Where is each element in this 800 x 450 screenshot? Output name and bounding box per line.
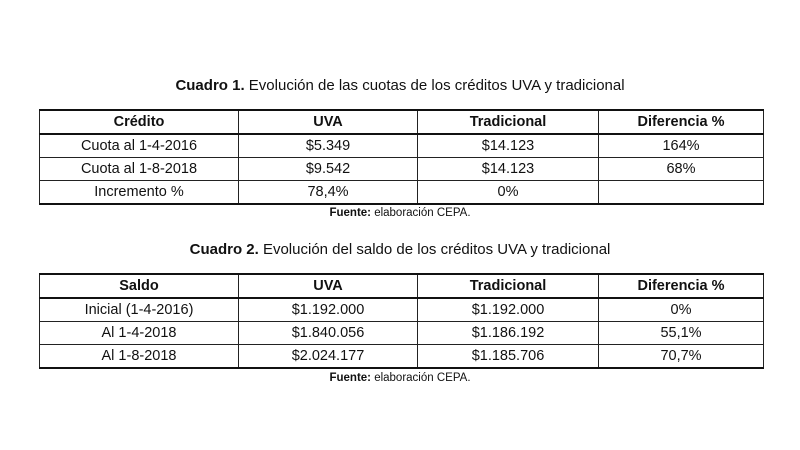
table1-source-label: Fuente: — [329, 207, 371, 219]
table2-header-row: Saldo UVA Tradicional Diferencia % — [39, 273, 764, 299]
table-cell: 55,1% — [598, 321, 764, 345]
table-cell: 78,4% — [238, 180, 418, 205]
table1: Crédito UVA Tradicional Diferencia % Cuo… — [39, 109, 764, 205]
table-cell: 0% — [598, 297, 764, 322]
table2-source-label: Fuente: — [329, 372, 371, 384]
table-row: Incremento % 78,4% 0% — [39, 180, 764, 205]
table1-caption: Cuadro 1. Evolución de las cuotas de los… — [0, 77, 800, 94]
table-cell: $5.349 — [238, 133, 418, 158]
table-cell: 164% — [598, 133, 764, 158]
table-cell: Al 1-4-2018 — [39, 321, 239, 345]
table-cell: $1.192.000 — [417, 297, 599, 322]
table-row: Al 1-4-2018 $1.840.056 $1.186.192 55,1% — [39, 321, 764, 345]
table-cell: $1.186.192 — [417, 321, 599, 345]
table-cell: Cuota al 1-4-2016 — [39, 133, 239, 158]
table-cell: Inicial (1-4-2016) — [39, 297, 239, 322]
table2-header-saldo: Saldo — [39, 273, 239, 299]
table1-caption-text: Evolución de las cuotas de los créditos … — [244, 77, 625, 94]
table-cell: $1.840.056 — [238, 321, 418, 345]
table-cell: $1.185.706 — [417, 344, 599, 369]
table-row: Inicial (1-4-2016) $1.192.000 $1.192.000… — [39, 297, 764, 322]
table-cell: $14.123 — [417, 157, 599, 181]
table1-header-uva: UVA — [238, 109, 418, 135]
table-cell: Incremento % — [39, 180, 239, 205]
table2-source: Fuente: elaboración CEPA. — [0, 372, 800, 384]
table2-caption-text: Evolución del saldo de los créditos UVA … — [258, 241, 611, 258]
table1-header-tradicional: Tradicional — [417, 109, 599, 135]
table-cell: 0% — [417, 180, 599, 205]
table-cell: Cuota al 1-8-2018 — [39, 157, 239, 181]
table-cell: $2.024.177 — [238, 344, 418, 369]
table1-source-text: elaboración CEPA. — [371, 207, 471, 219]
table-cell — [598, 180, 764, 205]
table2-source-text: elaboración CEPA. — [371, 372, 471, 384]
table-row: Al 1-8-2018 $2.024.177 $1.185.706 70,7% — [39, 344, 764, 369]
table-cell: $9.542 — [238, 157, 418, 181]
table-cell: 68% — [598, 157, 764, 181]
table-row: Cuota al 1-8-2018 $9.542 $14.123 68% — [39, 157, 764, 181]
table2: Saldo UVA Tradicional Diferencia % Inici… — [39, 273, 764, 369]
table2-caption: Cuadro 2. Evolución del saldo de los cré… — [0, 241, 800, 258]
table1-header-row: Crédito UVA Tradicional Diferencia % — [39, 109, 764, 135]
table2-header-tradicional: Tradicional — [417, 273, 599, 299]
table-row: Cuota al 1-4-2016 $5.349 $14.123 164% — [39, 133, 764, 158]
table1-header-diferencia: Diferencia % — [598, 109, 764, 135]
table-cell: $1.192.000 — [238, 297, 418, 322]
table1-header-credito: Crédito — [39, 109, 239, 135]
table2-caption-prefix: Cuadro 2. — [189, 241, 259, 258]
table-cell: $14.123 — [417, 133, 599, 158]
table2-header-uva: UVA — [238, 273, 418, 299]
table2-header-diferencia: Diferencia % — [598, 273, 764, 299]
table-cell: 70,7% — [598, 344, 764, 369]
table-cell: Al 1-8-2018 — [39, 344, 239, 369]
table1-caption-prefix: Cuadro 1. — [175, 77, 245, 94]
table1-source: Fuente: elaboración CEPA. — [0, 207, 800, 219]
